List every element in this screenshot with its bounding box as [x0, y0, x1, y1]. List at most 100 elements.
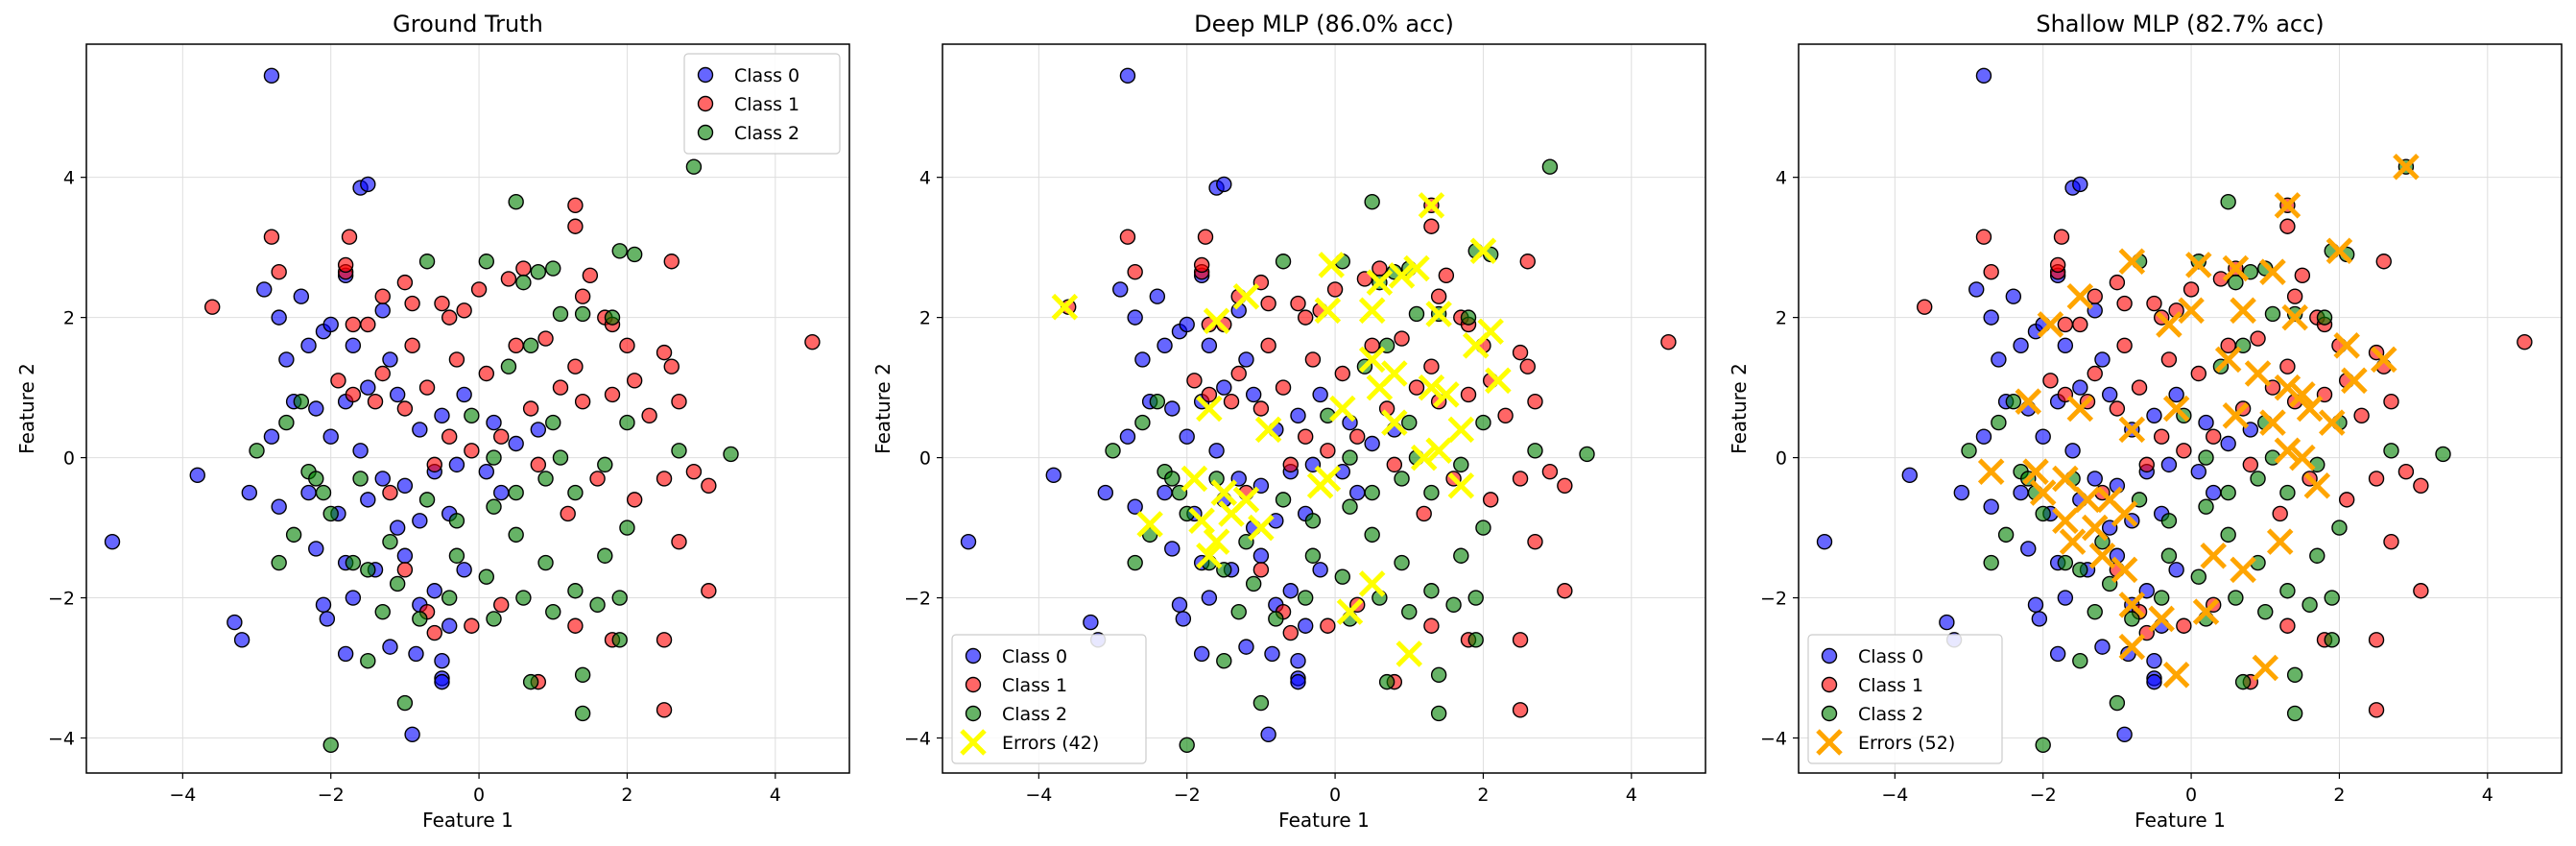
point-class-2	[1408, 305, 1425, 323]
error-marker	[2066, 282, 2094, 310]
point-class-1	[1252, 400, 1270, 417]
point-class-1	[2242, 456, 2259, 473]
point-class-2	[545, 260, 561, 277]
point-class-1	[2146, 295, 2162, 312]
panel-deep-mlp: −4 −2 0 2 4 −4 −2 0 2 4 Deep MLP (86.0% acc) Featur…	[871, 11, 1706, 832]
error-marker	[1366, 269, 1394, 296]
point-class-0	[389, 520, 406, 536]
point-class-0	[271, 309, 287, 326]
point-class-0	[434, 407, 450, 423]
error-marker	[2281, 303, 2308, 331]
error-marker	[2192, 598, 2220, 625]
point-class-2	[537, 554, 554, 571]
y-tick-label: −2	[1760, 589, 1787, 610]
point-class-2	[1364, 484, 1380, 501]
point-class-2	[2228, 590, 2244, 606]
point-class-0	[493, 484, 510, 501]
y-axis-label: Feature 2	[15, 363, 38, 454]
point-class-0	[2168, 562, 2184, 578]
point-class-0	[1179, 428, 1195, 445]
point-class-2	[515, 274, 532, 291]
point-class-0	[352, 443, 369, 459]
error-marker	[1447, 416, 1475, 444]
point-class-1	[2176, 617, 2192, 634]
error-marker	[2230, 297, 2256, 325]
point-class-1	[1230, 365, 1247, 382]
error-marker	[2022, 458, 2049, 485]
point-class-2	[1423, 583, 1440, 599]
y-tick-label: 2	[919, 308, 931, 329]
error-marker	[1418, 192, 1445, 219]
point-class-2	[2264, 305, 2281, 323]
point-class-1	[374, 288, 391, 304]
legend-marker	[697, 66, 714, 84]
point-class-2	[2383, 443, 2399, 459]
point-class-0	[1983, 498, 1999, 515]
error-marker	[2118, 592, 2146, 618]
point-class-2	[382, 533, 398, 550]
point-class-1	[1512, 344, 1529, 361]
point-class-2	[1378, 673, 1395, 690]
point-class-0	[360, 379, 376, 396]
point-class-1	[1298, 309, 1314, 326]
point-class-0	[1312, 562, 1328, 578]
point-class-1	[2413, 477, 2429, 494]
y-tick-label: 4	[1776, 168, 1787, 189]
point-class-0	[1939, 614, 1955, 631]
point-class-0	[1983, 309, 1999, 326]
point-class-1	[1557, 583, 1573, 599]
point-class-1	[1061, 299, 1077, 315]
legend-label: Class 0	[1858, 646, 1923, 667]
point-class-2	[567, 484, 584, 501]
point-class-2	[1475, 520, 1491, 536]
point-class-2	[2257, 603, 2274, 620]
axes-frame	[85, 43, 850, 774]
point-class-1	[604, 386, 621, 403]
error-marker	[2259, 409, 2286, 436]
chart-title: Deep MLP (86.0% acc)	[1194, 11, 1454, 37]
point-class-1	[1394, 330, 1410, 347]
point-class-0	[1260, 726, 1276, 743]
point-class-0	[1290, 407, 1306, 423]
point-class-2	[412, 611, 428, 627]
point-class-2	[611, 590, 628, 606]
point-class-2	[508, 484, 524, 501]
point-class-1	[470, 281, 488, 298]
point-class-2	[508, 526, 524, 544]
point-class-1	[552, 379, 569, 396]
point-class-2	[545, 603, 561, 620]
point-class-1	[271, 263, 287, 280]
point-class-1	[1460, 386, 1477, 403]
x-tick-label: 0	[473, 785, 485, 806]
error-marker	[2162, 662, 2190, 689]
point-class-2	[486, 611, 502, 627]
point-class-0	[1157, 484, 1173, 501]
point-class-1	[1423, 358, 1440, 375]
legend-label: Class 0	[1002, 646, 1067, 667]
point-class-1	[1519, 358, 1536, 375]
point-class-1	[337, 256, 354, 274]
point-class-1	[2087, 365, 2103, 382]
point-class-0	[2027, 596, 2044, 614]
point-class-0	[1245, 386, 1262, 403]
point-class-2	[441, 590, 458, 606]
error-marker	[1425, 301, 1452, 327]
error-marker	[2214, 346, 2242, 374]
point-class-0	[2013, 337, 2029, 354]
point-class-2	[2160, 547, 2178, 564]
point-class-1	[330, 373, 346, 389]
point-class-1	[426, 456, 442, 473]
point-class-0	[478, 463, 494, 480]
point-class-2	[2324, 632, 2340, 648]
point-class-1	[2368, 632, 2385, 648]
point-class-1	[1349, 428, 1366, 445]
point-class-0	[2190, 463, 2206, 480]
point-class-0	[1175, 611, 1192, 627]
point-class-0	[2072, 379, 2088, 396]
point-class-0	[2206, 484, 2222, 501]
point-class-1	[2383, 533, 2399, 550]
error-marker	[1248, 514, 1275, 542]
point-class-1	[2375, 254, 2392, 270]
point-class-1	[345, 386, 362, 403]
point-class-2	[1423, 484, 1440, 501]
